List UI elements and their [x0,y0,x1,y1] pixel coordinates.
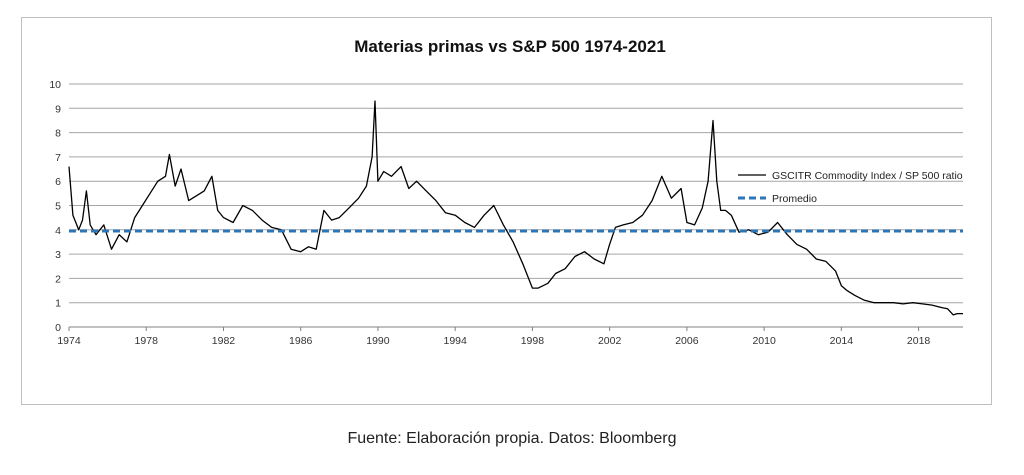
x-tick-label-2006: 2006 [675,335,699,347]
x-tick-label-1982: 1982 [212,335,236,347]
chart-svg: Materias primas vs S&P 500 1974-2021 0 1 2 3… [49,37,963,347]
x-tick-label-1986: 1986 [289,335,313,347]
source-note: Fuente: Elaboración propia. Datos: Bloom… [347,430,677,447]
x-tick-label-2018: 2018 [907,335,931,347]
x-tick-label-1994: 1994 [443,335,467,347]
y-tick-label-9: 9 [55,103,61,115]
x-tick-label-2010: 2010 [752,335,776,347]
x-tick-label-1978: 1978 [135,335,159,347]
x-tick-label-1974: 1974 [57,335,81,347]
x-tick-label-1998: 1998 [521,335,545,347]
y-tick-label-10: 10 [49,79,61,91]
legend-label-promedio: Promedio [772,193,817,205]
y-tick-label-4: 4 [55,225,61,237]
y-tick-label-5: 5 [55,201,61,213]
y-tick-label-7: 7 [55,152,61,164]
y-tick-label-2: 2 [55,273,61,285]
y-tick-label-6: 6 [55,176,61,188]
y-tick-label-1: 1 [55,298,61,310]
x-tick-label-2002: 2002 [598,335,622,347]
x-tick-label-2014: 2014 [830,335,854,347]
x-tick-label-1990: 1990 [366,335,390,347]
legend-label-ratio: GSCITR Commodity Index / SP 500 ratio [772,170,963,182]
y-tick-label-3: 3 [55,249,61,261]
y-tick-label-8: 8 [55,128,61,140]
series-line-ratio [68,100,963,316]
chart-frame: Materias primas vs S&P 500 1974-2021 0 1 2 3… [21,17,992,405]
chart-title: Materias primas vs S&P 500 1974-2021 [354,37,666,56]
y-tick-label-0: 0 [55,322,61,334]
